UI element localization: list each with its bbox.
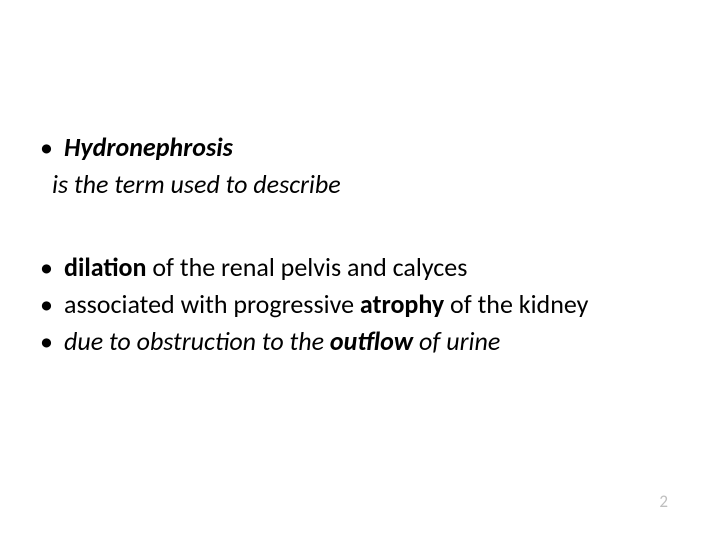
page-number: 2 xyxy=(659,491,668,512)
text-segment: atrophy xyxy=(360,288,450,320)
text-segment: due to obstruction to the xyxy=(64,325,330,357)
text-segment: of the kidney xyxy=(450,288,588,320)
bullet-item-2: • dilation of the renal pelvis and calyc… xyxy=(30,250,690,285)
bullet-text-2: dilation of the renal pelvis and calyces xyxy=(64,250,690,285)
bullet-item-1: • Hydronephrosis xyxy=(30,130,690,165)
bullet-item-3: • associated with progressive atrophy of… xyxy=(30,287,690,322)
bullet-text-4: due to obstruction to the outflow of uri… xyxy=(64,324,690,359)
text-segment: of urine xyxy=(419,325,500,357)
text-segment: of the renal pelvis and calyces xyxy=(146,251,467,283)
continuation-line-1: is the term used to describe xyxy=(30,167,690,202)
bullet-text-3: associated with progressive atrophy of t… xyxy=(64,287,690,322)
bullet-item-4: • due to obstruction to the outflow of u… xyxy=(30,324,690,359)
text-segment: Hydronephrosis xyxy=(64,131,233,163)
text-segment: dilation xyxy=(64,251,146,283)
bullet-text-1: Hydronephrosis xyxy=(64,130,690,165)
spacer xyxy=(30,204,690,250)
bullet-marker-icon: • xyxy=(30,287,64,322)
text-segment: outflow xyxy=(330,325,419,357)
text-segment: associated with progressive xyxy=(64,288,360,320)
text-segment: is the term used to describe xyxy=(52,168,341,200)
bullet-marker-icon: • xyxy=(30,250,64,285)
bullet-marker-icon: • xyxy=(30,130,64,165)
bullet-marker-icon: • xyxy=(30,324,64,359)
